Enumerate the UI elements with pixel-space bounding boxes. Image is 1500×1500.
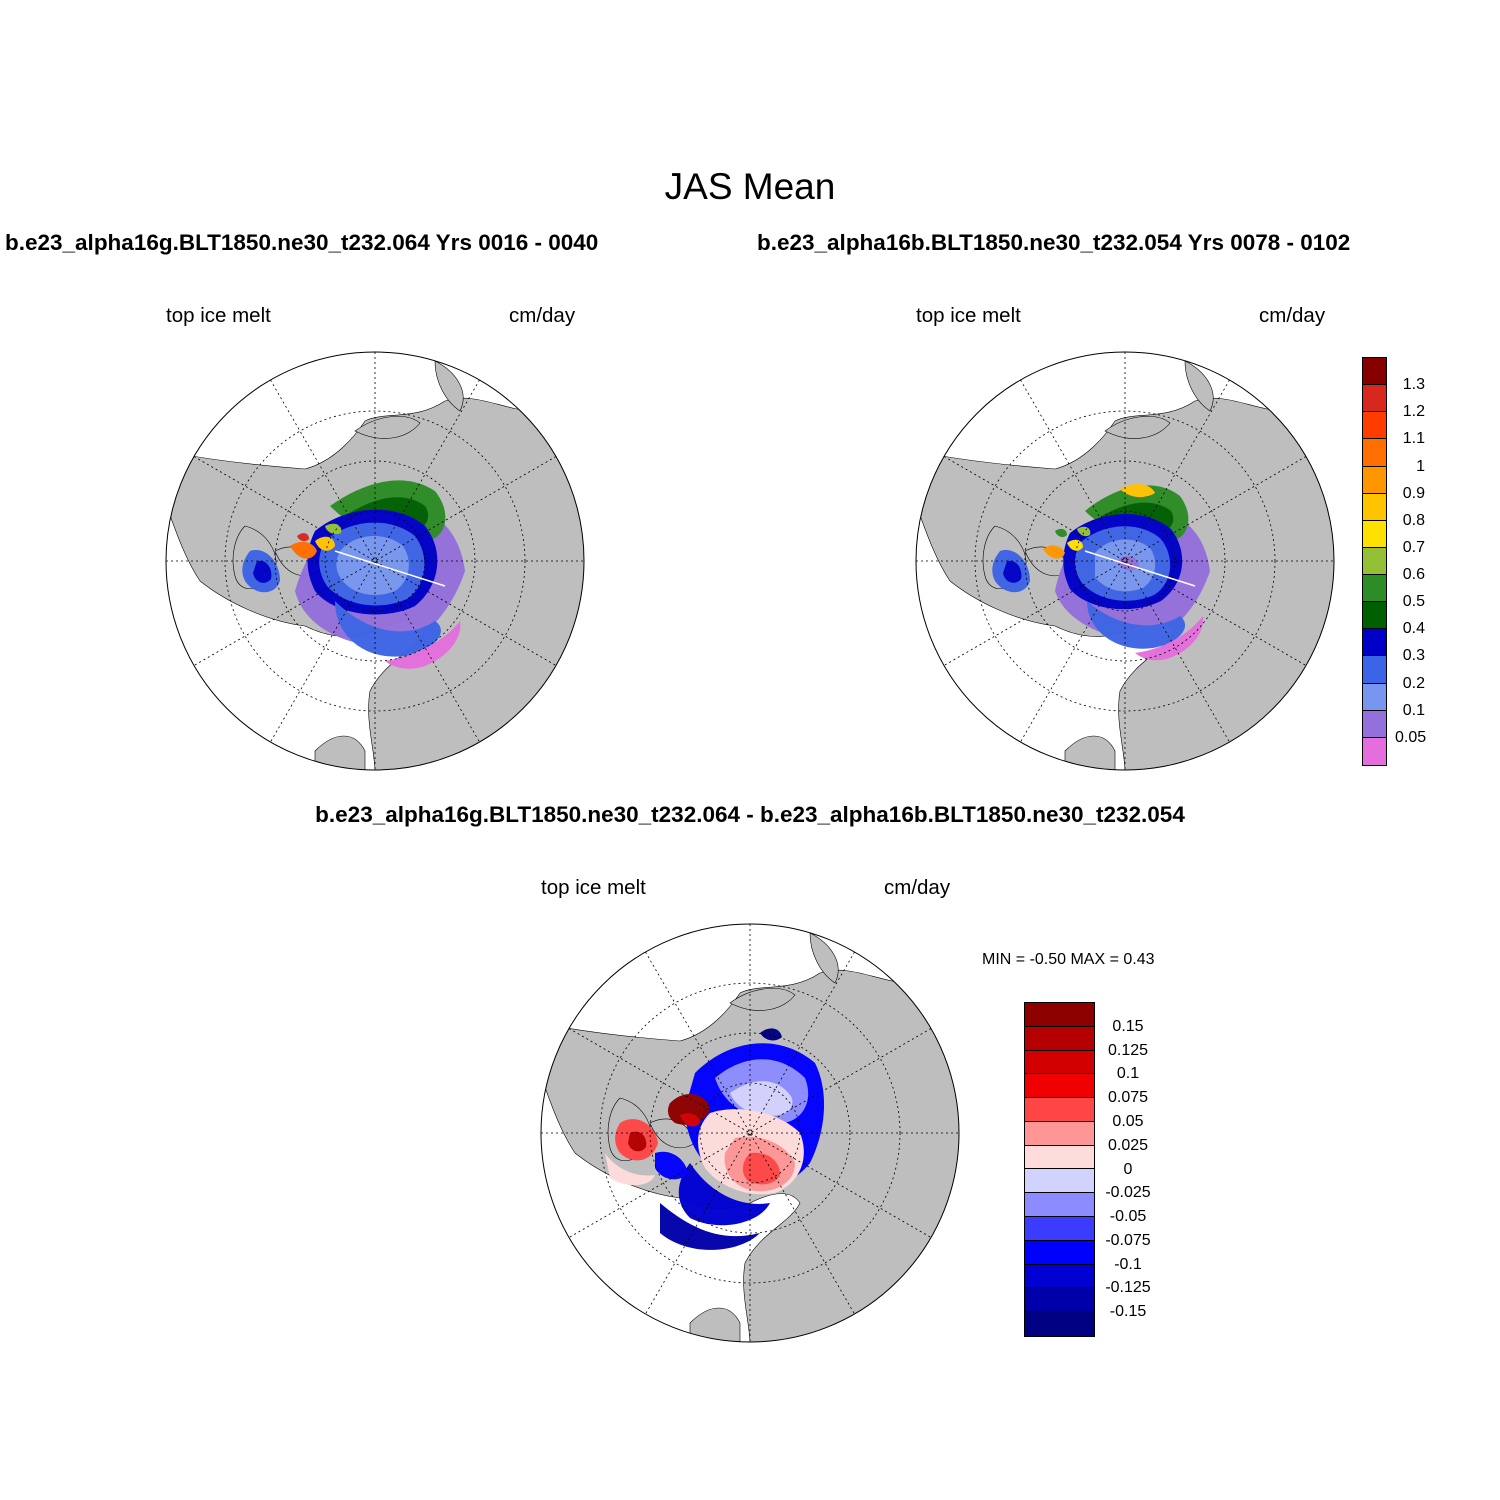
colorbar-main-swatch: [1363, 493, 1386, 521]
colorbar-diff-swatch: [1025, 1145, 1094, 1170]
colorbar-main-label: 0.3: [1402, 647, 1425, 665]
panel-3-units: cm/day: [884, 876, 951, 899]
colorbar-diff-swatch: [1025, 1121, 1094, 1146]
panel-1-title: b.e23_alpha16g.BLT1850.ne30_t232.064 Yrs…: [5, 230, 599, 255]
colorbar-diff-swatch: [1025, 1169, 1094, 1194]
colorbar-main-swatch: [1363, 629, 1386, 657]
colorbar-main-label: 0.05: [1395, 728, 1427, 746]
colorbar-main-swatch: [1363, 737, 1386, 765]
colorbar-diff-swatch: [1025, 1074, 1094, 1099]
colorbar-diff-label: 0.075: [1107, 1089, 1149, 1107]
colorbar-main-label: 0.9: [1402, 484, 1425, 502]
colorbar-main: [1362, 357, 1387, 766]
colorbar-main-swatch: [1363, 710, 1386, 738]
colorbar-main-swatch: [1363, 385, 1386, 413]
colorbar-main-swatch: [1363, 683, 1386, 711]
panel-2-variable: top ice melt: [916, 304, 1021, 327]
colorbar-main-swatch: [1363, 602, 1386, 630]
colorbar-main-swatch: [1363, 358, 1386, 386]
colorbar-diff-label: 0: [1123, 1160, 1133, 1178]
colorbar-diff-label: -0.15: [1109, 1303, 1147, 1321]
panel-2-units: cm/day: [1259, 304, 1326, 327]
colorbar-main-label: 1.3: [1402, 376, 1425, 394]
colorbar-diff-swatch: [1025, 1312, 1094, 1336]
colorbar-diff-swatch: [1025, 1264, 1094, 1289]
colorbar-diff-label: 0.125: [1107, 1041, 1149, 1059]
page-title: JAS Mean: [664, 166, 836, 207]
colorbar-diff-label: -0.05: [1109, 1208, 1147, 1226]
colorbar-main-label: 0.1: [1402, 701, 1425, 719]
panel-3-variable: top ice melt: [541, 876, 646, 899]
panel-2-map: [915, 351, 1335, 771]
colorbar-diff-swatch: [1025, 1098, 1094, 1122]
panel-3-map: [540, 923, 960, 1343]
colorbar-diff-label: -0.125: [1105, 1279, 1151, 1297]
colorbar-main-swatch: [1363, 466, 1386, 494]
colorbar-main-label: 0.8: [1402, 511, 1425, 529]
colorbar-main-swatch: [1363, 575, 1386, 603]
colorbar-main-label: 0.7: [1402, 538, 1425, 556]
colorbar-diff-label: -0.1: [1114, 1255, 1142, 1273]
panel-2-title: b.e23_alpha16b.BLT1850.ne30_t232.054 Yrs…: [757, 230, 1351, 255]
colorbar-diff-label: -0.025: [1105, 1184, 1151, 1202]
colorbar-main-swatch: [1363, 520, 1386, 548]
panel-1-variable: top ice melt: [166, 304, 271, 327]
colorbar-diff-label: 0.1: [1116, 1065, 1140, 1083]
colorbar-diff-swatch: [1025, 1288, 1094, 1313]
colorbar-main-swatch: [1363, 656, 1386, 684]
colorbar-diff-swatch: [1025, 1240, 1094, 1265]
colorbar-main-swatch: [1363, 439, 1386, 467]
colorbar-main-label: 1: [1416, 457, 1425, 475]
colorbar-main-label: 0.5: [1402, 593, 1425, 611]
colorbar-main-label: 0.6: [1402, 566, 1425, 584]
colorbar-diff-swatch: [1025, 1026, 1094, 1051]
colorbar-diff: [1024, 1002, 1095, 1337]
diff-min-max: MIN = -0.50 MAX = 0.43: [982, 951, 1155, 968]
colorbar-main-swatch: [1363, 547, 1386, 575]
colorbar-diff-swatch: [1025, 1217, 1094, 1241]
colorbar-diff-label: 0.025: [1107, 1136, 1149, 1154]
colorbar-main-label: 0.2: [1402, 674, 1425, 692]
panel-3-title: b.e23_alpha16g.BLT1850.ne30_t232.064 - b…: [315, 802, 1185, 827]
colorbar-main-label: 1.1: [1402, 430, 1425, 448]
colorbar-diff-label: 0.05: [1112, 1112, 1144, 1130]
colorbar-diff-label: -0.075: [1105, 1231, 1151, 1249]
colorbar-diff-swatch: [1025, 1050, 1094, 1075]
panel-1-map: [165, 351, 585, 771]
panel-1-units: cm/day: [509, 304, 576, 327]
colorbar-diff-swatch: [1025, 1003, 1094, 1027]
colorbar-diff-swatch: [1025, 1193, 1094, 1218]
colorbar-main-swatch: [1363, 412, 1386, 440]
colorbar-main-label: 0.4: [1402, 620, 1425, 638]
colorbar-main-label: 1.2: [1402, 403, 1425, 421]
colorbar-diff-label: 0.15: [1112, 1017, 1144, 1035]
